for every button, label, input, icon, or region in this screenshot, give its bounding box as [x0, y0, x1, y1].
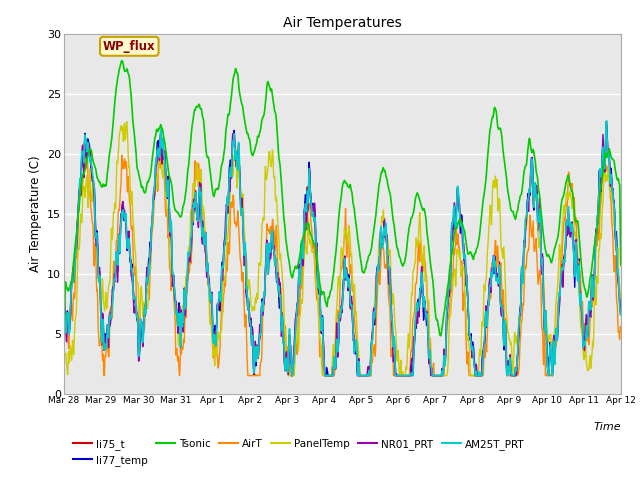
Y-axis label: Air Temperature (C): Air Temperature (C) — [29, 156, 42, 272]
Text: Time: Time — [593, 422, 621, 432]
Legend: li75_t, li77_temp, Tsonic, AirT, PanelTemp, NR01_PRT, AM25T_PRT: li75_t, li77_temp, Tsonic, AirT, PanelTe… — [69, 435, 529, 470]
Title: Air Temperatures: Air Temperatures — [283, 16, 402, 30]
Text: WP_flux: WP_flux — [103, 40, 156, 53]
